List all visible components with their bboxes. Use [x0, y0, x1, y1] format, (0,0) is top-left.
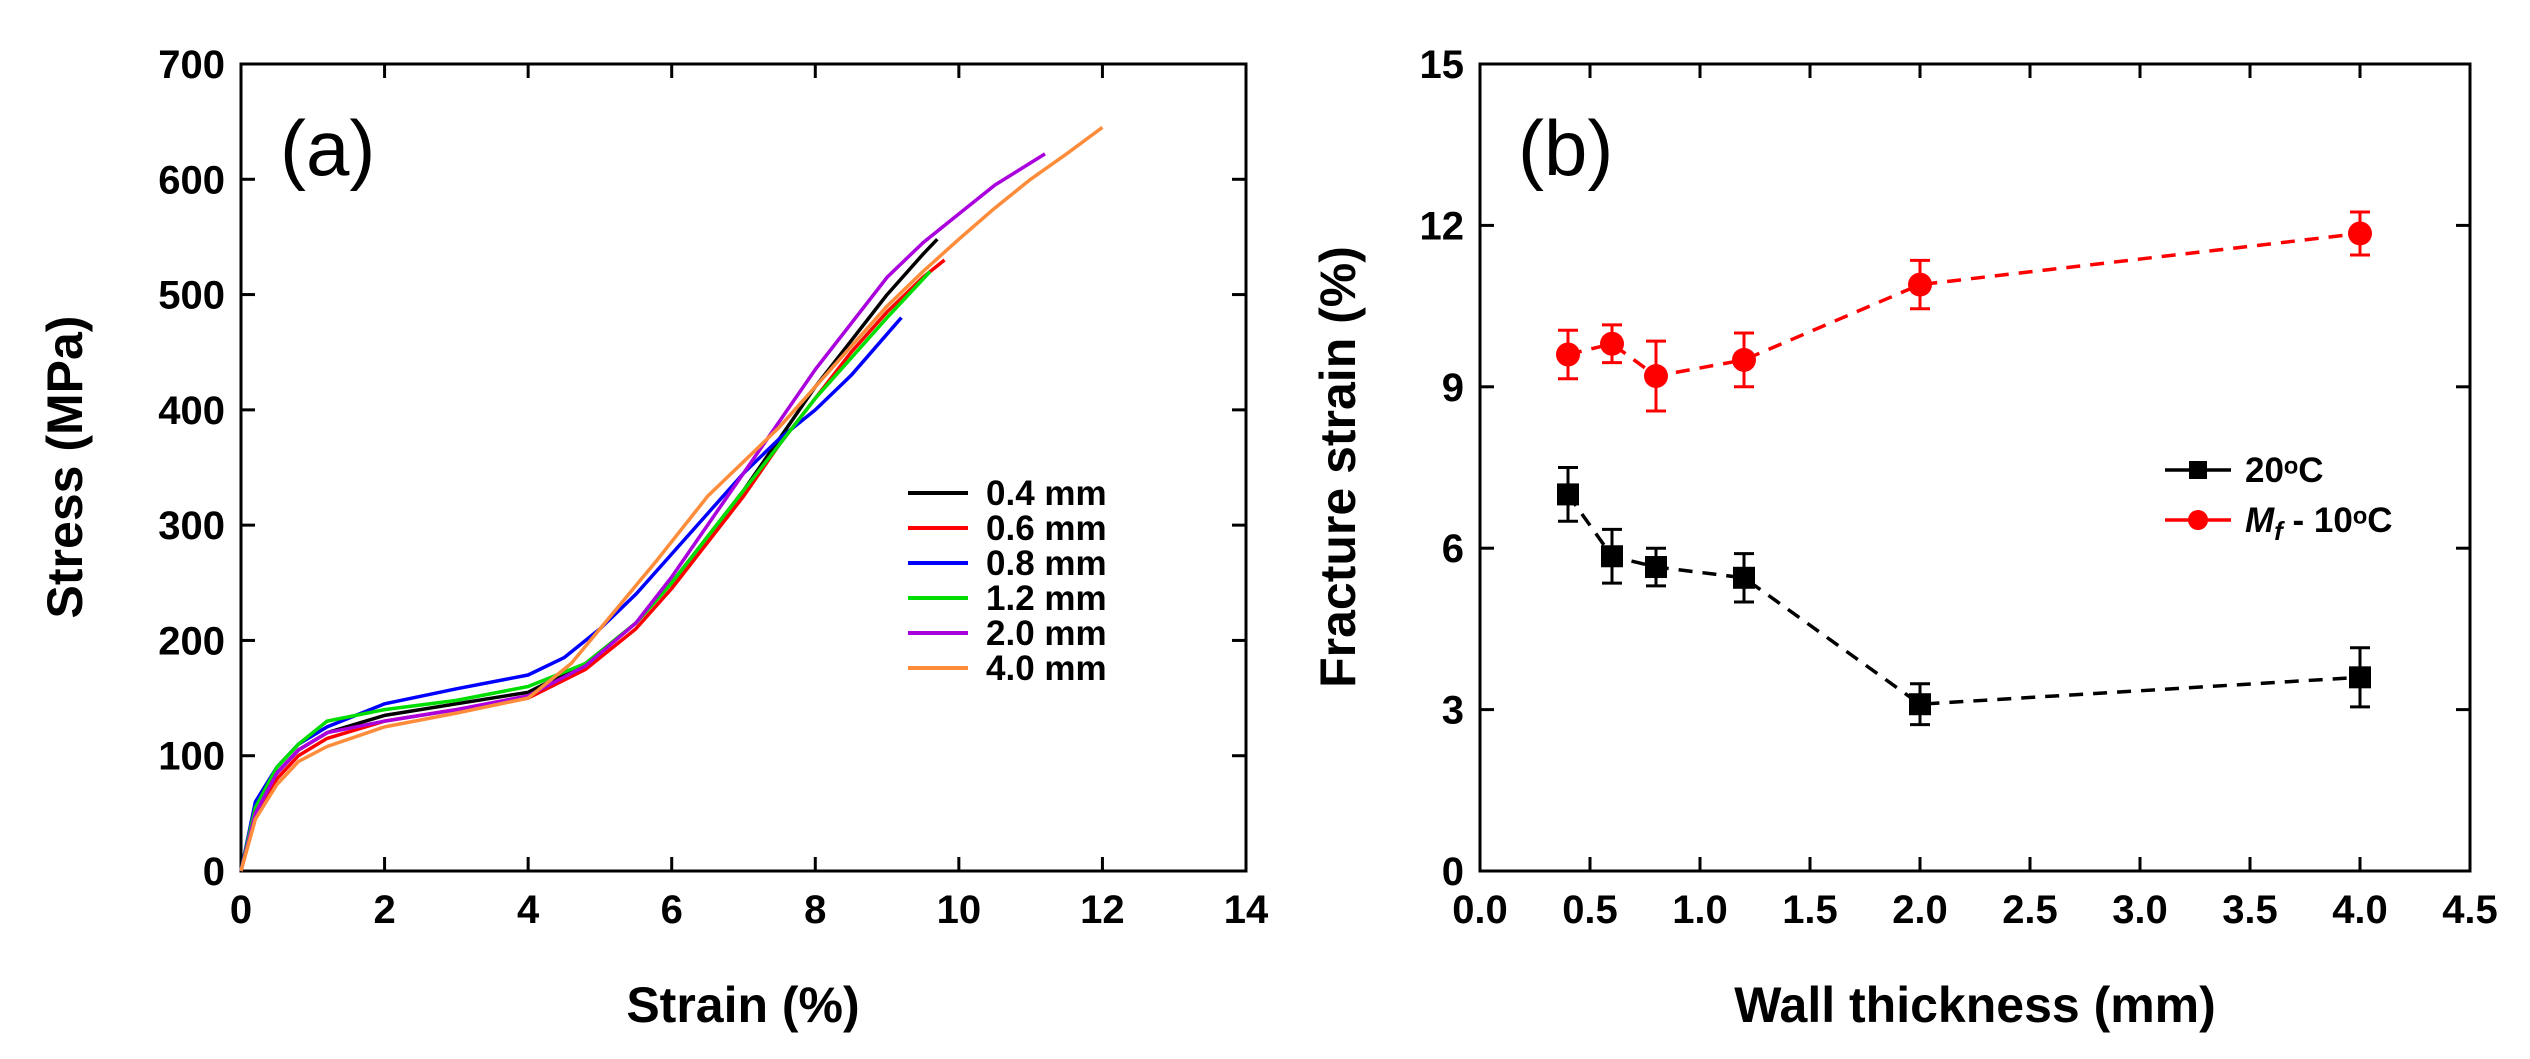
panel-b-line-mf-minus-10 [1567, 231, 2361, 378]
panel-b-x-tick-label: 2.0 [1892, 888, 1948, 932]
panel-a-series-line-1-2-mm [239, 270, 932, 872]
panel-b-fracture-strain-chart: 0.0 0.5 1.0 1.5 2.0 2.5 3.0 3.5 4.0 4.5 03691215 … [1310, 43, 2498, 1033]
panel-a-y-tick-label: 600 [158, 158, 225, 202]
panel-b-legend: 20ᵒC Mf - 10ᵒC [2165, 451, 2393, 546]
panel-b-plot-frame [1478, 62, 2472, 873]
panel-a-series-line-2-0-mm [239, 152, 1046, 872]
panel-b-x-tick-label: 0.0 [1452, 888, 1508, 932]
panel-b-x-tick-label: 3.5 [2222, 888, 2278, 932]
panel-b-x-axis-label: Wall thickness (mm) [1734, 977, 2216, 1033]
panel-a-legend-label: 0.8 mm [986, 544, 1107, 583]
panel-a-y-tick-label: 300 [158, 504, 225, 548]
panel-a-x-ticks: 0 2 4 6 8 10 12 14 [230, 64, 1269, 932]
panel-a-legend-label: 1.2 mm [986, 579, 1107, 618]
panel-a-y-axis-label: Stress (MPa) [37, 316, 93, 619]
panel-b-point-mf-minus-10 [1644, 364, 1668, 389]
panel-b-y-tick-label: 15 [1420, 43, 1465, 87]
panel-b-point-room-temp [1733, 566, 1755, 589]
panel-a-y-tick-label: 400 [158, 389, 225, 433]
panel-a-x-tick-label: 0 [230, 888, 252, 932]
panel-a-y-ticks: 0 100 200 300 400 500 600 700 [158, 43, 1246, 894]
panel-b-line-room-temp [1566, 493, 2361, 706]
panel-a-series [239, 125, 1104, 872]
panel-b-x-tick-label: 2.5 [2002, 888, 2058, 932]
panel-a-x-tick-label: 14 [1224, 888, 1269, 932]
panel-a-x-tick-label: 8 [804, 888, 826, 932]
panel-b-y-tick-label: 6 [1442, 527, 1464, 571]
panel-b-y-axis-label: Fracture strain (%) [1310, 246, 1366, 688]
panel-b-series [1556, 210, 2372, 727]
panel-b-point-mf-minus-10 [1556, 342, 1580, 367]
panel-a-series-line-0-4-mm [239, 237, 939, 872]
panel-b-y-tick-label: 12 [1420, 204, 1465, 248]
panel-a-x-tick-label: 4 [517, 888, 540, 932]
panel-b-y-tick-label: 0 [1442, 850, 1464, 894]
panel-b-legend-label-room-temp: 20ᵒC [2245, 451, 2324, 490]
panel-b-x-tick-label: 3.0 [2112, 888, 2168, 932]
panel-b-legend-marker-room-temp [2189, 461, 2207, 479]
panel-b-point-room-temp [1557, 483, 1579, 506]
panel-a-series-line-0-6-mm [239, 258, 946, 872]
panel-a-legend-label: 0.6 mm [986, 509, 1107, 548]
panel-a-stress-strain-chart: 0 2 4 6 8 10 12 14 0 100 200 300 400 500 600 700 (a) S… [37, 43, 1269, 1033]
panel-b-point-room-temp [1601, 545, 1623, 568]
panel-b-legend-marker-mf-minus-10 [2188, 510, 2208, 530]
panel-b-x-tick-label: 4.5 [2442, 888, 2498, 932]
panel-a-y-tick-label: 0 [203, 850, 225, 894]
panel-a-x-tick-label: 12 [1080, 888, 1125, 932]
panel-a-x-axis-label: Strain (%) [626, 977, 859, 1033]
panel-b-y-tick-label: 9 [1442, 366, 1464, 410]
panel-b-legend-label-mf-minus-10: Mf - 10ᵒC [2245, 501, 2393, 546]
panel-a-y-tick-label: 200 [158, 619, 225, 663]
panel-b-label: (b) [1518, 104, 1613, 192]
panel-b-point-mf-minus-10 [1600, 331, 1624, 356]
panel-a-legend: 0.4 mm0.6 mm0.8 mm1.2 mm2.0 mm4.0 mm [908, 474, 1107, 688]
panel-a-y-tick-label: 500 [158, 274, 225, 318]
panel-b-x-tick-label: 4.0 [2332, 888, 2388, 932]
panel-b-point-room-temp [1909, 693, 1931, 716]
panel-a-legend-label: 0.4 mm [986, 474, 1107, 513]
panel-a-x-tick-label: 10 [937, 888, 982, 932]
panel-b-x-tick-label: 1.0 [1672, 888, 1728, 932]
panel-a-series-line-4-0-mm [239, 125, 1104, 872]
panel-a-plot-frame [239, 62, 1248, 873]
panel-a-legend-label: 4.0 mm [986, 649, 1107, 688]
panel-b-y-tick-label: 3 [1442, 689, 1464, 733]
panel-a-x-tick-label: 6 [661, 888, 683, 932]
panel-b-point-room-temp [2349, 666, 2371, 689]
panel-a-y-tick-label: 100 [158, 735, 225, 779]
panel-b-point-mf-minus-10 [1732, 347, 1756, 372]
panel-b-x-tick-label: 1.5 [1782, 888, 1838, 932]
panel-b-point-mf-minus-10 [1908, 272, 1932, 297]
panel-b-point-room-temp [1645, 556, 1667, 579]
panel-b-y-ticks: 0 3 6 9 12 15 [1420, 43, 2470, 894]
panel-b-x-tick-label: 0.5 [1562, 888, 1618, 932]
panel-a-x-tick-label: 2 [373, 888, 395, 932]
panel-a-label: (a) [280, 104, 375, 192]
panel-b-x-ticks: 0.0 0.5 1.0 1.5 2.0 2.5 3.0 3.5 4.0 4.5 [1452, 64, 2498, 932]
panel-a-legend-label: 2.0 mm [986, 614, 1107, 653]
panel-a-y-tick-label: 700 [158, 43, 225, 87]
panel-b-point-mf-minus-10 [2348, 221, 2372, 246]
